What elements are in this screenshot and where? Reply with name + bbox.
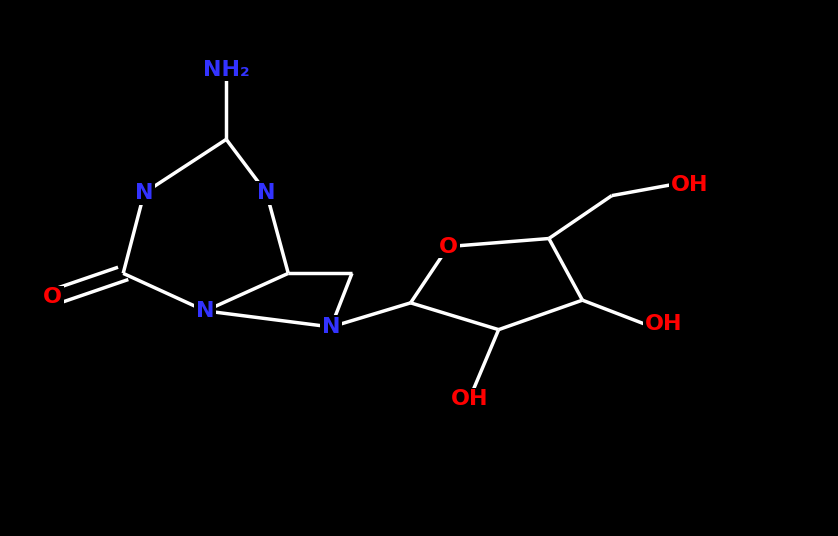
Text: OH: OH: [645, 314, 683, 334]
Text: OH: OH: [451, 389, 488, 410]
Text: NH₂: NH₂: [203, 59, 250, 80]
Text: N: N: [135, 183, 153, 203]
Text: O: O: [439, 236, 458, 257]
Text: N: N: [257, 183, 276, 203]
Text: O: O: [44, 287, 62, 308]
Text: N: N: [196, 301, 215, 321]
Text: N: N: [322, 317, 340, 337]
Text: OH: OH: [670, 175, 708, 195]
